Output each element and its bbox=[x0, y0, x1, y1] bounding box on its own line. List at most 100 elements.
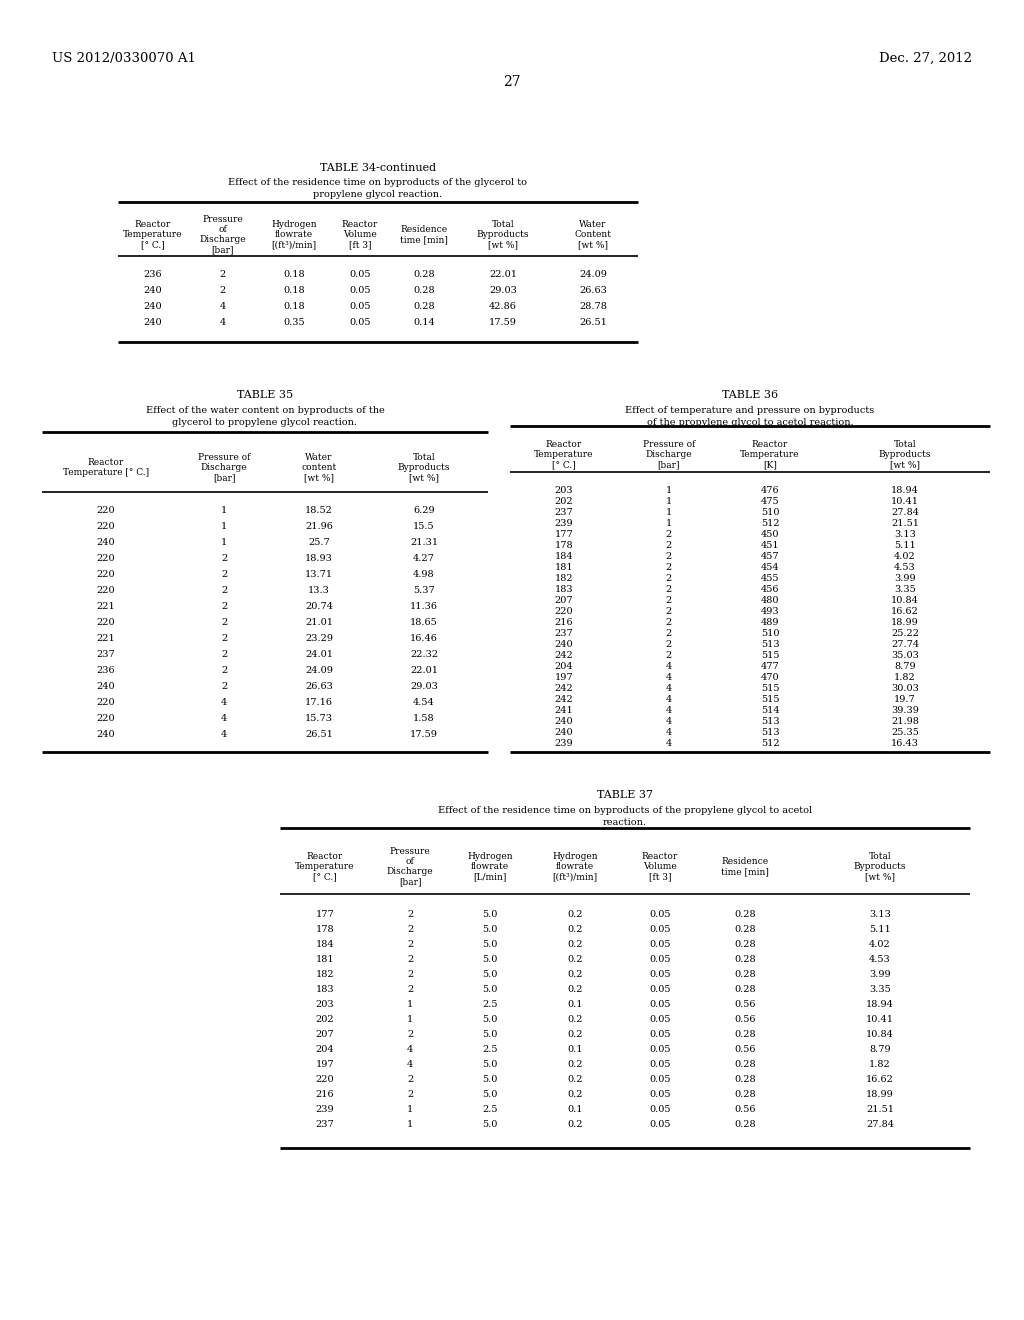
Text: 0.2: 0.2 bbox=[567, 1060, 583, 1069]
Text: 24.09: 24.09 bbox=[579, 271, 607, 279]
Text: 5.11: 5.11 bbox=[869, 925, 891, 935]
Text: 475: 475 bbox=[761, 498, 779, 506]
Text: 0.05: 0.05 bbox=[649, 940, 671, 949]
Text: 181: 181 bbox=[315, 954, 334, 964]
Text: Effect of the residence time on byproducts of the glycerol to: Effect of the residence time on byproduc… bbox=[228, 178, 527, 187]
Text: 18.94: 18.94 bbox=[866, 1001, 894, 1008]
Text: 5.0: 5.0 bbox=[482, 1015, 498, 1024]
Text: 2: 2 bbox=[221, 649, 227, 659]
Text: 29.03: 29.03 bbox=[489, 286, 517, 294]
Text: Volume: Volume bbox=[343, 230, 377, 239]
Text: of the propylene glycol to acetol reaction.: of the propylene glycol to acetol reacti… bbox=[647, 418, 853, 426]
Text: 0.56: 0.56 bbox=[734, 1045, 756, 1053]
Text: Effect of temperature and pressure on byproducts: Effect of temperature and pressure on by… bbox=[626, 407, 874, 414]
Text: 204: 204 bbox=[555, 663, 573, 671]
Text: 476: 476 bbox=[761, 486, 779, 495]
Text: 0.1: 0.1 bbox=[567, 1105, 583, 1114]
Text: 2: 2 bbox=[666, 585, 672, 594]
Text: 16.43: 16.43 bbox=[891, 739, 919, 748]
Text: Byproducts: Byproducts bbox=[477, 230, 529, 239]
Text: 1.82: 1.82 bbox=[894, 673, 915, 682]
Text: Temperature: Temperature bbox=[295, 862, 354, 871]
Text: 18.99: 18.99 bbox=[891, 618, 919, 627]
Text: 0.28: 0.28 bbox=[734, 970, 756, 979]
Text: 21.51: 21.51 bbox=[866, 1105, 894, 1114]
Text: 35.03: 35.03 bbox=[891, 651, 919, 660]
Text: 5.0: 5.0 bbox=[482, 1030, 498, 1039]
Text: [° C.]: [° C.] bbox=[141, 240, 165, 249]
Text: 1: 1 bbox=[666, 519, 672, 528]
Text: [bar]: [bar] bbox=[398, 876, 421, 886]
Text: 240: 240 bbox=[96, 730, 116, 739]
Text: Byproducts: Byproducts bbox=[879, 450, 931, 459]
Text: 241: 241 bbox=[555, 706, 573, 715]
Text: [ft 3]: [ft 3] bbox=[349, 240, 372, 249]
Text: 0.28: 0.28 bbox=[734, 940, 756, 949]
Text: 13.3: 13.3 bbox=[308, 586, 330, 595]
Text: 513: 513 bbox=[761, 717, 779, 726]
Text: 216: 216 bbox=[555, 618, 573, 627]
Text: 240: 240 bbox=[555, 717, 573, 726]
Text: 4: 4 bbox=[666, 706, 672, 715]
Text: 5.37: 5.37 bbox=[413, 586, 435, 595]
Text: Total: Total bbox=[413, 453, 435, 462]
Text: propylene glycol reaction.: propylene glycol reaction. bbox=[313, 190, 442, 199]
Text: 4.53: 4.53 bbox=[869, 954, 891, 964]
Text: 23.29: 23.29 bbox=[305, 634, 333, 643]
Text: 207: 207 bbox=[315, 1030, 334, 1039]
Text: 183: 183 bbox=[555, 585, 573, 594]
Text: 2: 2 bbox=[407, 909, 413, 919]
Text: 13.71: 13.71 bbox=[305, 570, 333, 579]
Text: 178: 178 bbox=[315, 925, 334, 935]
Text: 0.28: 0.28 bbox=[414, 286, 435, 294]
Text: 22.01: 22.01 bbox=[489, 271, 517, 279]
Text: flowrate: flowrate bbox=[471, 862, 509, 871]
Text: 4.02: 4.02 bbox=[894, 552, 915, 561]
Text: 22.01: 22.01 bbox=[410, 667, 438, 675]
Text: 15.5: 15.5 bbox=[414, 521, 435, 531]
Text: 0.28: 0.28 bbox=[734, 1119, 756, 1129]
Text: 2: 2 bbox=[407, 954, 413, 964]
Text: 2: 2 bbox=[407, 970, 413, 979]
Text: 0.05: 0.05 bbox=[349, 271, 371, 279]
Text: 21.01: 21.01 bbox=[305, 618, 333, 627]
Text: 237: 237 bbox=[96, 649, 116, 659]
Text: 3.13: 3.13 bbox=[869, 909, 891, 919]
Text: 510: 510 bbox=[761, 508, 779, 517]
Text: 0.05: 0.05 bbox=[649, 954, 671, 964]
Text: 515: 515 bbox=[761, 684, 779, 693]
Text: 2: 2 bbox=[407, 940, 413, 949]
Text: 0.2: 0.2 bbox=[567, 985, 583, 994]
Text: 2: 2 bbox=[221, 554, 227, 564]
Text: 4: 4 bbox=[221, 730, 227, 739]
Text: 242: 242 bbox=[555, 696, 573, 704]
Text: 0.05: 0.05 bbox=[649, 1015, 671, 1024]
Text: Reactor: Reactor bbox=[546, 440, 582, 449]
Text: 0.18: 0.18 bbox=[284, 286, 305, 294]
Text: 2: 2 bbox=[666, 552, 672, 561]
Text: 177: 177 bbox=[315, 909, 335, 919]
Text: 19.7: 19.7 bbox=[894, 696, 915, 704]
Text: 220: 220 bbox=[96, 521, 116, 531]
Text: 0.2: 0.2 bbox=[567, 1030, 583, 1039]
Text: [wt %]: [wt %] bbox=[304, 473, 334, 482]
Text: time [min]: time [min] bbox=[400, 235, 447, 244]
Text: 4: 4 bbox=[666, 717, 672, 726]
Text: [bar]: [bar] bbox=[213, 473, 236, 482]
Text: 18.99: 18.99 bbox=[866, 1090, 894, 1100]
Text: 0.05: 0.05 bbox=[649, 1090, 671, 1100]
Text: 25.7: 25.7 bbox=[308, 539, 330, 546]
Text: 1.82: 1.82 bbox=[869, 1060, 891, 1069]
Text: 197: 197 bbox=[315, 1060, 334, 1069]
Text: 18.65: 18.65 bbox=[411, 618, 438, 627]
Text: 236: 236 bbox=[96, 667, 116, 675]
Text: Hydrogen: Hydrogen bbox=[271, 220, 316, 228]
Text: 477: 477 bbox=[761, 663, 779, 671]
Text: 4.27: 4.27 bbox=[413, 554, 435, 564]
Text: 3.13: 3.13 bbox=[894, 531, 915, 539]
Text: 0.14: 0.14 bbox=[413, 318, 435, 327]
Text: 510: 510 bbox=[761, 630, 779, 638]
Text: 239: 239 bbox=[555, 519, 573, 528]
Text: content: content bbox=[301, 463, 337, 473]
Text: 4: 4 bbox=[666, 739, 672, 748]
